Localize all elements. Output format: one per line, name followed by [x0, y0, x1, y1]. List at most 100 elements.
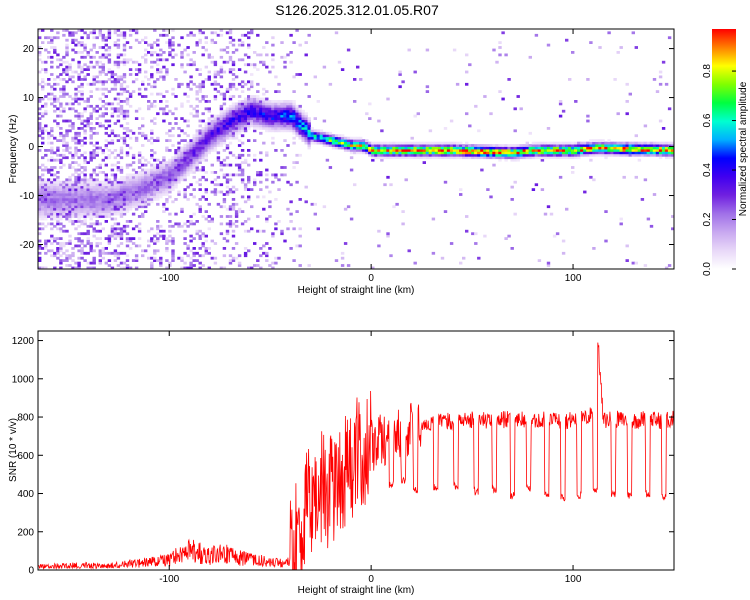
spectrogram-cell [383, 153, 387, 157]
spectrogram-cell [80, 122, 84, 125]
spectrogram-cell [198, 183, 202, 187]
spectrogram-cell [531, 153, 536, 157]
spectrogram-cell [380, 156, 384, 160]
spectrogram-cell [204, 144, 208, 147]
spectrogram-cell [443, 156, 448, 160]
spectrogram-cell [189, 141, 193, 145]
spectrogram-cell [189, 249, 193, 253]
spectrogram-cell [298, 136, 302, 140]
spectrogram-cell [571, 156, 575, 160]
spectrogram-cell [392, 205, 396, 209]
spectrogram-cell [110, 75, 115, 79]
spectrogram-cell [147, 202, 151, 206]
spectrogram-cell [165, 112, 169, 116]
spectrogram-cell [104, 55, 108, 59]
spectrogram-cell [474, 151, 478, 155]
spectrogram-cell [134, 224, 139, 228]
spectrogram-cell [144, 202, 148, 206]
spectrogram-cell [337, 144, 342, 147]
spectrogram-cell [150, 102, 154, 106]
spectrogram-cell [68, 119, 72, 123]
spectrogram-cell [513, 180, 517, 184]
spectrogram-cell [101, 68, 105, 71]
spectrogram-cell [116, 256, 121, 260]
spectrogram-cell [289, 124, 293, 128]
spectrogram-cell [434, 151, 439, 155]
spectrogram-cell [228, 127, 233, 130]
spectrogram-cell [147, 188, 151, 191]
spectrogram-cell [150, 261, 154, 265]
spectrogram-cell [256, 119, 260, 123]
spectrogram-cell [116, 205, 121, 209]
spectrogram-cell [304, 127, 308, 130]
spectrogram-cell [395, 153, 399, 157]
spectrogram-cell [625, 82, 629, 86]
spectrogram-cell [634, 46, 638, 49]
spectrogram-cell [171, 112, 175, 116]
spectrogram-cell [228, 82, 233, 86]
spectrogram-cell [286, 114, 290, 118]
spectrogram-cell [53, 212, 57, 216]
spectrogram-cell [53, 210, 57, 213]
spectrogram-cell [125, 193, 130, 196]
spectrogram-cell [159, 234, 163, 238]
spectrogram-cell [664, 153, 669, 157]
spectrogram-cell [150, 60, 154, 64]
spectrogram-cell [265, 153, 269, 157]
spectrogram-cell [468, 146, 472, 150]
spectrogram-cell [180, 168, 184, 172]
spectrogram-cell [222, 136, 227, 140]
spectrogram-cell [201, 131, 205, 135]
spectrogram-cell [134, 173, 139, 177]
spectrogram-cell [268, 70, 272, 74]
spectrogram-cell [168, 229, 172, 233]
spectrogram-cell [122, 117, 127, 120]
spectrogram-cell [204, 134, 208, 138]
spectrogram-cell [234, 48, 239, 52]
spectrogram-cell [228, 70, 233, 74]
spectrogram-cell [119, 100, 124, 103]
spectrogram-cell [395, 151, 399, 155]
spectrogram-cell [74, 261, 78, 265]
spectrogram-cell [162, 180, 166, 184]
spectrogram-cell [295, 29, 299, 32]
spectrogram-cell [301, 127, 305, 130]
spectrogram-cell [437, 151, 442, 155]
spectrogram-cell [98, 171, 102, 174]
spectrogram-cell [50, 168, 54, 172]
spectrogram-cell [234, 119, 239, 123]
spectrogram-cell [77, 232, 81, 236]
spectrogram-cell [231, 102, 236, 106]
spectrogram-cell [407, 156, 411, 160]
spectrogram-cell [304, 124, 308, 128]
spectrogram-cell [307, 122, 311, 125]
spectrogram-cell [116, 134, 121, 138]
spectrogram-cell [119, 53, 124, 57]
spectrogram-cell [392, 146, 396, 150]
spectrogram-cell [222, 131, 227, 135]
spectrogram-cell [237, 58, 242, 62]
spectrogram-cell [201, 151, 205, 155]
spectrogram-cell [59, 202, 63, 206]
spectrogram-cell [313, 131, 317, 135]
spectrogram-cell [334, 136, 339, 140]
spectrogram-cell [89, 198, 93, 201]
spectrogram-cell [101, 247, 105, 250]
spectrogram-cell [44, 202, 48, 206]
spectrogram-cell [53, 207, 57, 211]
spectrogram-cell [77, 193, 81, 196]
spectrogram-cell [271, 102, 275, 106]
spectrogram-cell [222, 141, 227, 145]
spectrogram-cell [71, 153, 75, 157]
spectrogram-cell [137, 41, 142, 44]
spectrogram-cell [316, 131, 320, 135]
spectrogram-cell [153, 188, 157, 191]
spectrogram-cell [422, 153, 426, 157]
spectrogram-cell [107, 119, 112, 123]
spectrogram-cell [419, 156, 423, 160]
spectrogram-cell [59, 215, 63, 218]
spectrogram-cell [189, 112, 193, 116]
spectrogram-cell [465, 112, 469, 116]
spectrogram-cell [189, 161, 193, 164]
spectrogram-cell [183, 188, 187, 191]
